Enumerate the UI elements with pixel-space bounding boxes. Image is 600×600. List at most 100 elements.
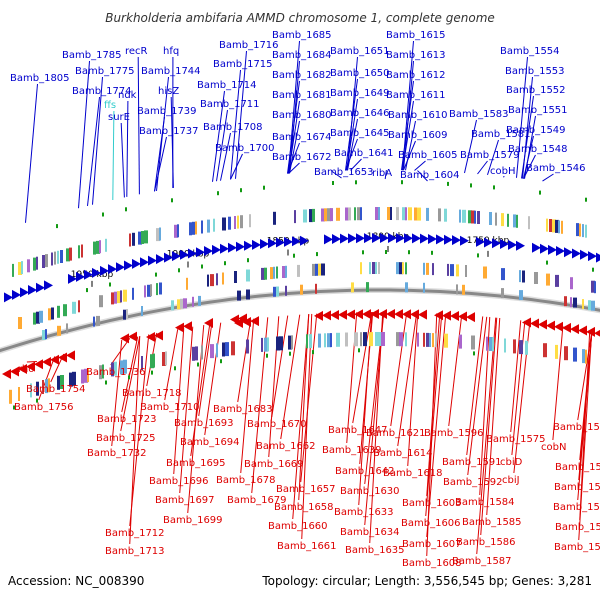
minus-gene-arrow [538, 319, 547, 330]
gene-label-bamb_1611: Bamb_1611 [386, 90, 446, 101]
minus-feature-block [99, 365, 102, 380]
gene-label-bamb_1613: Bamb_1613 [386, 50, 446, 61]
gene-label-bamb_1712: Bamb_1712 [105, 528, 165, 539]
plus-feature-block [444, 208, 447, 222]
plus-feature-block [507, 213, 509, 227]
minus-gene-arrow [418, 309, 427, 320]
plus-gene-arrow [540, 243, 549, 254]
minus-leader-line [352, 311, 373, 424]
minus-leader-line [407, 312, 419, 467]
plus-feature-block [174, 224, 178, 238]
plus-leader-line [170, 96, 174, 188]
minus-gene-arrow [434, 310, 443, 321]
gene-label-bamb_1718: Bamb_1718 [122, 388, 182, 399]
minus-gene-arrow [370, 309, 379, 320]
minus-feature-block [102, 364, 104, 379]
plus-feature-block [516, 214, 518, 228]
minus-gene-arrow [562, 322, 571, 333]
marker-tick [546, 260, 548, 265]
minus-leader-line [578, 330, 593, 541]
minus-feature-block [432, 333, 434, 348]
minus-feature-block [72, 371, 76, 386]
minus-feature-block [369, 332, 373, 347]
gene-label-bamb_1679: Bamb_1679 [227, 495, 287, 506]
plus-feature-block [591, 280, 595, 293]
plus-feature-block [378, 262, 380, 274]
plus-feature-block [360, 207, 362, 221]
plus-feature-block [63, 304, 67, 317]
minus-feature-block [564, 346, 568, 361]
plus-gene-arrow [492, 238, 501, 249]
minus-gene-arrow [322, 310, 331, 321]
minus-feature-block [192, 346, 195, 361]
minus-feature-block [84, 368, 88, 383]
plus-feature-block [360, 262, 362, 275]
gene-label-bamb_1579: Bamb_1579 [460, 150, 520, 161]
minus-feature-block [573, 297, 577, 308]
minus-leader-line [204, 322, 222, 436]
plus-gene-arrow [332, 233, 341, 244]
minus-feature-block [306, 334, 308, 349]
plus-gene-arrow [284, 236, 293, 247]
gene-label-bamb_1608: Bamb_1608 [402, 558, 462, 569]
minus-feature-block [57, 325, 61, 336]
gene-label-bamb_1685: Bamb_1685 [272, 30, 332, 41]
plus-leader-line [417, 170, 428, 182]
minus-gene-arrow [522, 317, 531, 328]
gene-label-bamb_1586: Bamb_1586 [456, 537, 516, 548]
plus-feature-block [459, 209, 461, 223]
gene-label-bamb_1708: Bamb_1708 [203, 122, 263, 133]
plus-leader-line [120, 122, 125, 198]
minus-feature-block [405, 332, 407, 347]
minus-feature-block [363, 332, 367, 347]
minus-feature-block [381, 332, 385, 346]
plus-gene-arrow [276, 237, 285, 248]
minus-feature-block [375, 332, 379, 346]
plus-feature-block [399, 262, 403, 275]
plus-feature-block [426, 207, 429, 221]
marker-tick [316, 252, 318, 257]
minus-feature-block [273, 286, 276, 297]
minus-leader-line [480, 317, 498, 536]
plus-feature-block [222, 272, 224, 285]
marker-tick [86, 288, 88, 293]
gene-label-bamb_1674: Bamb_1674 [272, 132, 332, 143]
plus-feature-block [141, 231, 144, 244]
minus-feature-block [399, 332, 403, 347]
plus-gene-arrow [116, 262, 125, 273]
plus-gene-arrow [196, 247, 205, 258]
plus-gene-arrow [412, 233, 421, 244]
marker-tick [477, 253, 479, 258]
minus-feature-block [405, 282, 408, 293]
minus-gene-arrow [154, 330, 163, 341]
minus-feature-block [111, 362, 114, 377]
marker-tick [36, 398, 38, 403]
plus-feature-block [375, 207, 378, 220]
plus-feature-block [36, 256, 38, 270]
gene-label-bamb_1737: Bamb_1737 [139, 126, 199, 137]
minus-gene-arrow [394, 309, 403, 320]
minus-feature-block [336, 332, 340, 347]
plus-feature-block [207, 274, 209, 287]
plus-gene-arrow [396, 233, 405, 244]
plus-gene-arrow [444, 234, 453, 245]
plus-leader-line [516, 56, 528, 178]
plus-feature-block [282, 266, 286, 278]
plus-leader-line [126, 100, 129, 197]
plus-feature-block [99, 240, 101, 254]
plus-feature-block [321, 208, 325, 222]
plus-gene-arrow [44, 280, 53, 291]
minus-feature-block [18, 387, 20, 401]
minus-gene-arrow [554, 321, 563, 332]
minus-strand-genes [2, 309, 600, 380]
minus-feature-block [36, 381, 39, 396]
plus-leader-line [403, 140, 416, 171]
gene-label-bamb_1695: Bamb_1695 [166, 458, 226, 469]
plus-gene-arrow [76, 271, 85, 282]
plus-gene-arrow [220, 243, 229, 254]
marker-tick [358, 348, 360, 353]
plus-feature-block [117, 291, 121, 304]
marker-tick [151, 370, 153, 375]
